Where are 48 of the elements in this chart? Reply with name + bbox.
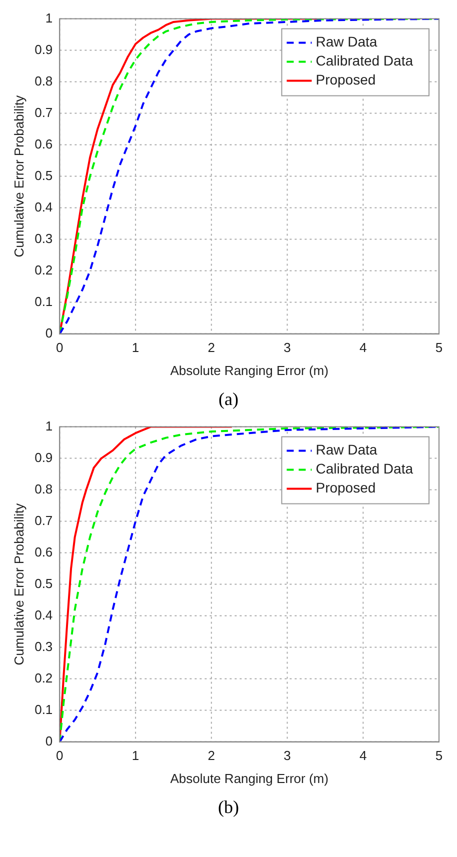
x-tick-label: 1 [132,340,140,356]
y-tick-label: 0.7 [34,512,53,528]
y-tick-label: 0.7 [34,104,53,120]
x-tick-label: 0 [56,748,64,764]
x-tick-label: 3 [284,748,291,764]
y-axis-title: Cumulative Error Probability [11,94,26,258]
text: (b) [217,797,240,818]
y-tick-label: 0 [45,733,53,748]
y-tick-label: 0.8 [34,73,53,88]
y-tick-label: 0.5 [34,576,53,591]
legend-label: Calibrated Data [316,52,414,69]
x-tick-label: 2 [208,748,216,764]
legend-label: Calibrated Data [316,460,414,477]
y-tick-label: 0.6 [34,136,53,152]
y-tick-label: 0.2 [34,670,53,686]
y-tick-label: 0.5 [34,168,53,183]
legend-label: Raw Data [316,442,378,458]
x-tick-label: 2 [208,340,216,356]
y-tick-label: 0.6 [34,544,53,560]
y-tick-label: 0.1 [34,702,53,717]
y-tick-label: 0 [45,325,53,340]
text: (a) [218,389,240,410]
y-tick-label: 0.1 [34,294,53,309]
y-axis-title: Cumulative Error Probability [11,502,26,666]
y-tick-label: 0.8 [34,481,53,496]
x-tick-label: 4 [360,748,367,764]
legend-label: Raw Data [316,34,378,50]
line-series [60,18,439,334]
y-tick-label: 1 [45,10,53,26]
y-tick-label: 0.2 [34,262,53,278]
legend-label: Proposed [316,72,376,88]
y-tick-label: 0.4 [34,607,53,622]
x-tick-label: 4 [360,340,367,356]
y-tick-label: 0.4 [34,199,53,214]
x-tick-label: 1 [132,748,140,764]
y-tick-label: 0.9 [34,42,53,57]
x-tick-label: 0 [56,340,64,356]
y-tick-label: 0.9 [34,450,53,465]
y-tick-label: 1 [45,418,53,434]
x-tick-label: 5 [435,340,443,356]
x-axis-title: Absolute Ranging Error (m) [170,362,328,378]
y-tick-label: 0.3 [34,638,53,654]
legend-label: Proposed [316,480,376,496]
x-tick-label: 3 [284,340,291,356]
x-axis-title: Absolute Ranging Error (m) [170,770,328,786]
y-tick-label: 0.3 [34,230,53,246]
line-series [60,426,439,742]
x-tick-label: 5 [435,748,443,764]
